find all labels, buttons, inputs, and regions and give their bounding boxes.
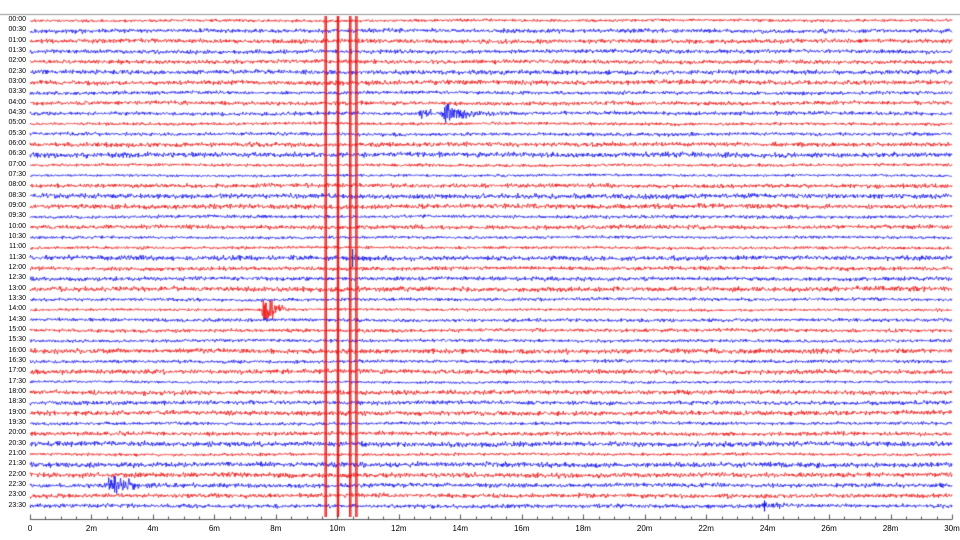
minute-axis-label: 22m: [698, 524, 714, 533]
time-axis-label: 05:30: [8, 129, 26, 137]
time-axis-label: 21:00: [8, 449, 26, 457]
time-axis-label: 14:00: [8, 305, 26, 313]
minute-axis-label: 2m: [85, 524, 98, 533]
minute-axis-label: 26m: [821, 524, 837, 533]
time-axis-label: 00:30: [8, 26, 26, 34]
minute-axis-label: 16m: [513, 524, 530, 533]
time-axis-label: 07:00: [8, 160, 26, 168]
minute-axis-label: 4m: [147, 524, 159, 533]
minute-axis-label: 0: [27, 524, 33, 533]
time-axis-label: 06:30: [8, 150, 26, 158]
time-axis-label: 05:00: [8, 119, 26, 127]
time-axis-label: 15:30: [8, 336, 26, 344]
time-axis-label: 19:30: [8, 418, 26, 426]
time-axis-label: 06:00: [8, 139, 26, 147]
minute-axis-label: 28m: [882, 524, 899, 533]
time-axis-label: 23:30: [8, 501, 26, 509]
minute-axis-label: 12m: [391, 524, 407, 533]
time-axis-label: 03:30: [8, 88, 26, 96]
time-axis-label: 17:30: [8, 377, 26, 385]
time-axis-label: 04:30: [8, 108, 26, 116]
time-axis-label: 10:30: [8, 232, 26, 240]
time-axis-label: 01:30: [8, 46, 26, 54]
time-axis-label: 11:00: [9, 243, 26, 251]
time-axis-label: 16:00: [8, 346, 26, 354]
time-axis-label: 17:00: [8, 367, 26, 375]
time-axis-label: 08:00: [8, 181, 26, 189]
time-axis-label: 10:00: [8, 222, 26, 230]
time-axis-label: 23:00: [8, 491, 26, 499]
minute-axis-label: 14m: [452, 524, 469, 533]
minute-axis-label: 6m: [208, 524, 220, 533]
time-axis-label: 01:00: [8, 36, 26, 44]
time-axis-label: 08:30: [8, 191, 26, 199]
time-axis-label: 15:00: [8, 325, 26, 333]
time-axis-label: 13:30: [8, 294, 26, 302]
time-axis-label: 20:30: [8, 439, 26, 447]
time-axis-label: 20:00: [8, 429, 26, 437]
minute-axis-label: 18m: [575, 524, 591, 533]
time-axis-label: 09:00: [8, 201, 26, 209]
time-axis-label: 11:30: [9, 253, 26, 261]
time-axis-label: 21:30: [8, 460, 26, 468]
minute-axis-label: 20m: [636, 524, 653, 533]
minute-axis-label: 8m: [270, 524, 282, 533]
time-axis-label: 00:00: [8, 16, 26, 23]
minute-axis-label: 24m: [759, 524, 776, 533]
minute-axis-label: 10m: [329, 524, 346, 533]
time-axis-label: 03:00: [8, 77, 26, 85]
time-axis-label: 18:30: [8, 398, 26, 406]
time-axis-label: 14:30: [8, 315, 26, 323]
time-axis-label: 16:30: [8, 356, 26, 364]
time-axis-label: 07:30: [8, 170, 26, 178]
time-axis-label: 22:00: [8, 470, 26, 478]
time-axis-label: 22:30: [8, 480, 26, 488]
time-axis-label: 12:30: [8, 274, 26, 282]
time-axis-label: 04:00: [8, 98, 26, 106]
minute-axis-label: 30m: [944, 524, 960, 533]
time-axis-label: 13:00: [8, 284, 26, 292]
time-axis-label: 12:00: [8, 263, 26, 271]
time-axis-label: 18:00: [8, 387, 26, 395]
time-axis-label: 02:30: [8, 67, 26, 75]
time-axis-label: 09:30: [8, 212, 26, 220]
time-axis-label: 02:00: [8, 57, 26, 65]
time-axis-label: 19:00: [8, 408, 26, 416]
